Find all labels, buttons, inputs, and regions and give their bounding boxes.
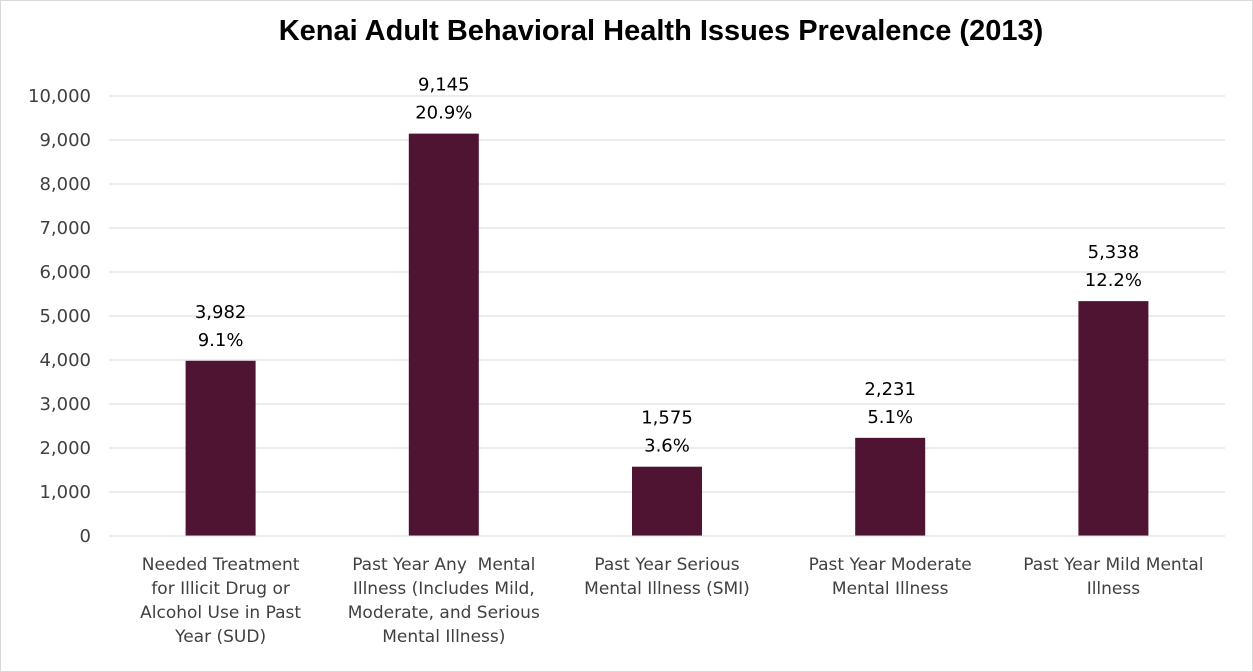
- data-label-value: 5,338: [1088, 242, 1140, 263]
- y-tick-label: 2,000: [39, 438, 91, 459]
- x-category-label: Past Year Serious: [594, 555, 739, 575]
- y-tick-label: 4,000: [39, 350, 91, 371]
- data-label-percent: 9.1%: [198, 330, 244, 351]
- x-category-label: Year (SUD): [174, 627, 266, 647]
- y-tick-label: 3,000: [39, 394, 91, 415]
- bar: [632, 466, 702, 536]
- x-category-label: Mental Illness): [382, 627, 505, 647]
- chart-title: Kenai Adult Behavioral Health Issues Pre…: [278, 15, 1044, 47]
- y-tick-label: 0: [80, 526, 91, 547]
- x-category-label: Past Year Moderate: [809, 555, 972, 575]
- y-tick-label: 8,000: [39, 174, 91, 195]
- data-label-value: 3,982: [195, 302, 247, 323]
- data-label-percent: 5.1%: [867, 407, 913, 428]
- bar: [408, 133, 479, 536]
- data-label-value: 1,575: [641, 408, 693, 429]
- y-tick-label: 7,000: [39, 218, 91, 239]
- bar: [855, 437, 926, 536]
- data-label-percent: 3.6%: [644, 436, 690, 457]
- data-label-value: 9,145: [418, 75, 470, 96]
- x-category-label: Alcohol Use in Past: [140, 603, 301, 623]
- y-tick-label: 5,000: [39, 306, 91, 327]
- x-category-label: Illness: [1087, 579, 1141, 599]
- bar: [185, 360, 256, 536]
- y-tick-label: 6,000: [39, 262, 91, 283]
- x-category-label: for Illicit Drug or: [151, 579, 290, 599]
- x-category-label: Past Year Mild Mental: [1023, 555, 1203, 575]
- x-category-label: Moderate, and Serious: [348, 603, 540, 623]
- x-category-label: Illness (Includes Mild,: [353, 579, 535, 599]
- data-label-value: 2,231: [864, 379, 916, 400]
- data-label-percent: 20.9%: [415, 103, 472, 124]
- x-category-label: Mental Illness: [832, 579, 949, 599]
- x-category-label: Needed Treatment: [142, 555, 300, 575]
- y-tick-label: 9,000: [39, 130, 91, 151]
- bar: [1078, 301, 1149, 536]
- y-tick-label: 10,000: [28, 86, 91, 107]
- x-category-label: Past Year Any Mental: [352, 555, 535, 575]
- y-tick-label: 1,000: [39, 482, 91, 503]
- data-label-percent: 12.2%: [1085, 270, 1142, 291]
- x-category-label: Mental Illness (SMI): [584, 579, 750, 599]
